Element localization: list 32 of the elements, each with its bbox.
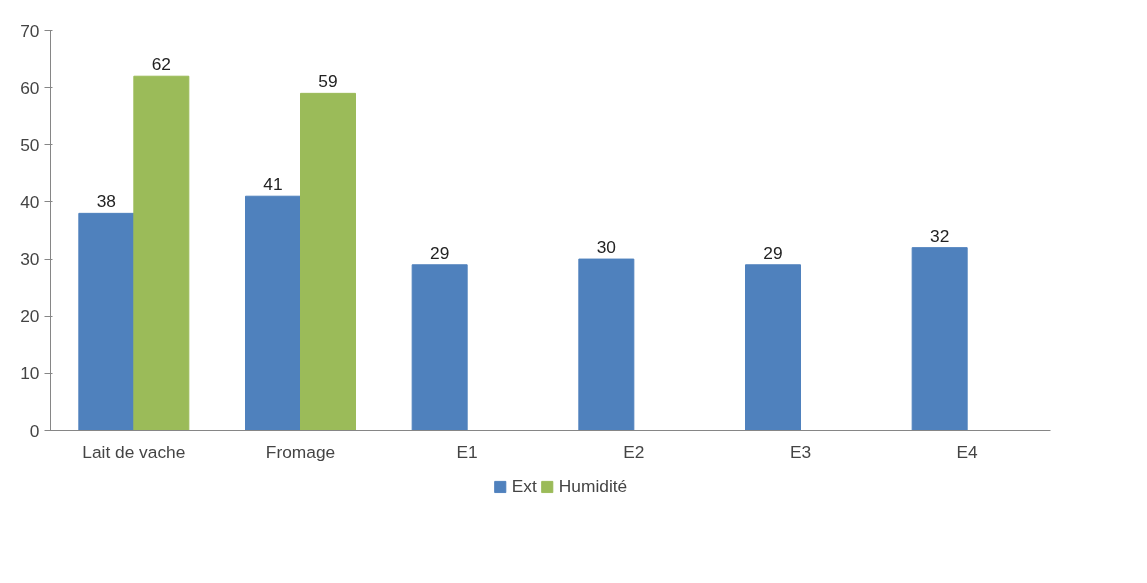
data-label: 59 <box>318 71 338 92</box>
bar <box>78 212 135 431</box>
bar <box>300 92 356 431</box>
legend-label: Humidité <box>558 475 628 497</box>
y-tick-label: 0 <box>29 420 40 441</box>
data-label: 32 <box>930 225 950 246</box>
data-label: 29 <box>763 242 783 263</box>
x-tick-label: E4 <box>956 441 979 462</box>
legend-label: Ext <box>511 475 537 497</box>
data-label: 38 <box>96 191 116 212</box>
y-tick-label: 60 <box>20 77 40 98</box>
y-tick-label: 50 <box>20 134 40 155</box>
bar <box>911 247 968 431</box>
x-tick-label: Fromage <box>265 441 336 462</box>
bar <box>133 75 190 431</box>
data-label: 30 <box>596 237 616 258</box>
y-tick-label: 70 <box>20 20 40 41</box>
y-tick-label: 40 <box>20 191 40 212</box>
bar <box>578 258 635 431</box>
x-tick-label: Lait de vache <box>82 441 186 462</box>
x-tick-label: E3 <box>789 441 812 462</box>
y-tick-label: 30 <box>20 249 40 270</box>
data-label: 29 <box>430 242 450 263</box>
bar <box>411 264 468 431</box>
y-tick-label: 20 <box>20 306 40 327</box>
bar <box>745 264 801 431</box>
bar <box>245 195 301 431</box>
data-label: 62 <box>151 54 171 75</box>
x-tick-label: E1 <box>456 441 478 462</box>
y-tick-label: 10 <box>20 363 40 384</box>
x-tick-label: E2 <box>623 441 645 462</box>
data-label: 41 <box>263 174 283 195</box>
